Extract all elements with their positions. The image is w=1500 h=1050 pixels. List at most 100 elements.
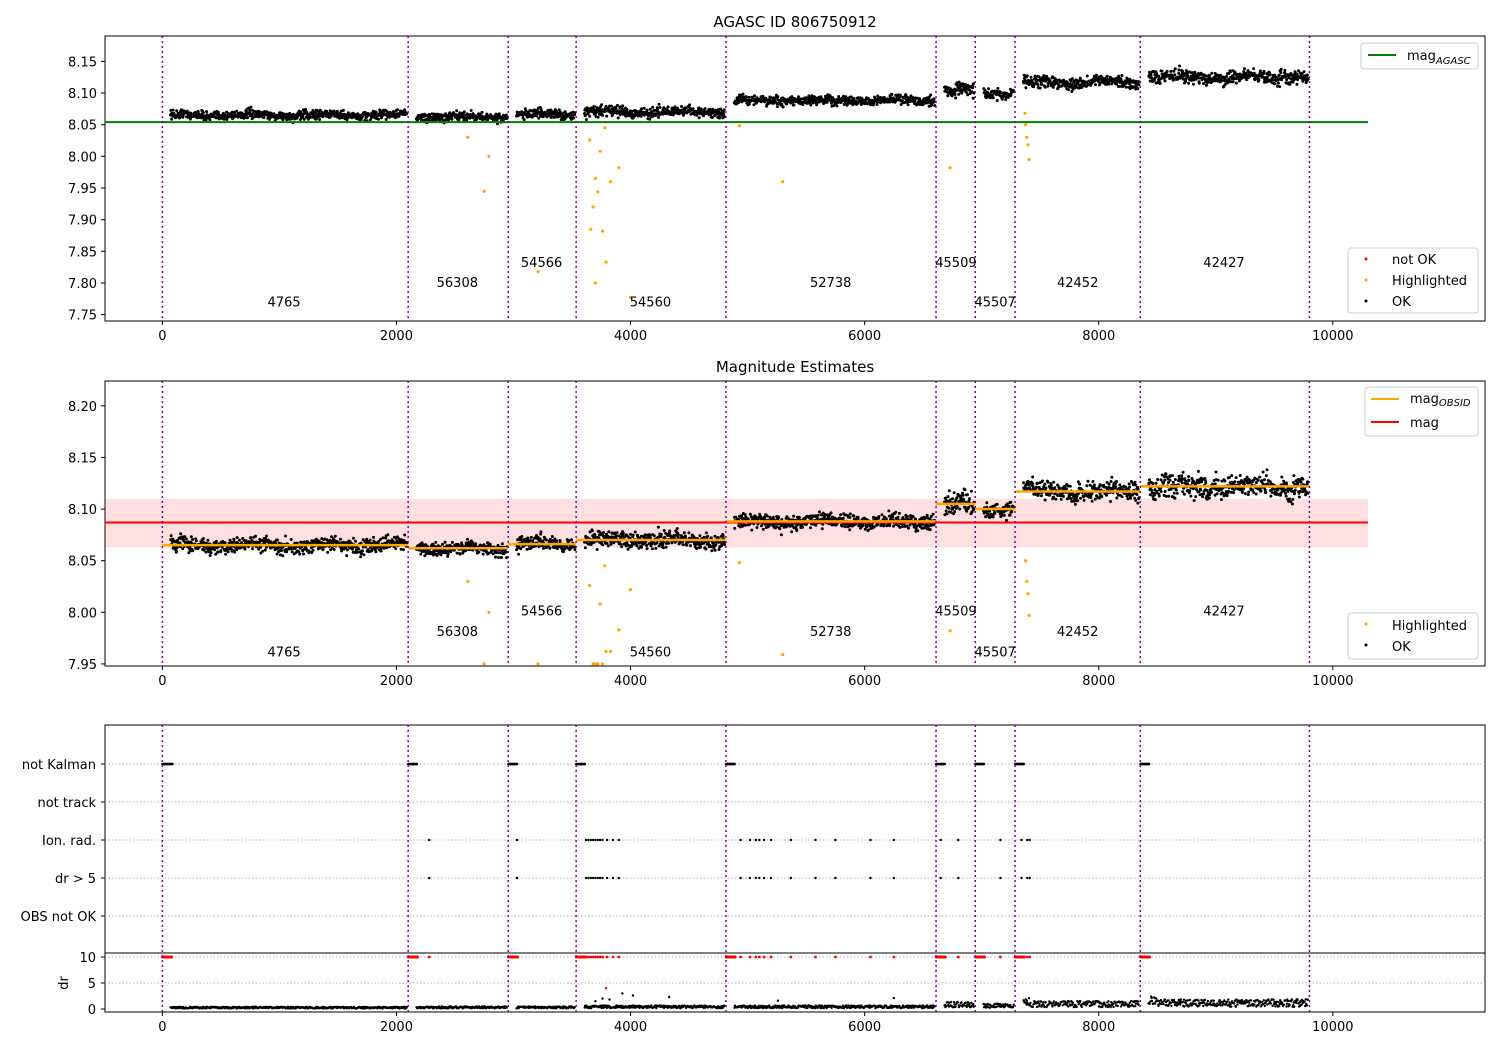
mag-ok-point: [504, 550, 508, 554]
agasc-ok-point: [201, 111, 205, 115]
agasc-ok-point: [1071, 77, 1074, 81]
agasc-ok-point: [657, 115, 660, 119]
agasc-ok-point: [991, 96, 995, 100]
agasc-ok-point: [954, 96, 958, 100]
mag-ok-point: [887, 509, 891, 513]
mag-ok-point: [967, 506, 970, 509]
mag-ok-point: [219, 549, 223, 553]
agasc-ok-point: [781, 105, 785, 109]
mag-ok-point: [289, 538, 293, 541]
panel-agasc: AGASC ID 806750912 476556308545665456052…: [68, 13, 1486, 344]
mag-ok-point: [214, 539, 218, 543]
mag-ok-point: [179, 532, 183, 536]
mag-ok-point: [402, 548, 405, 552]
agasc-ok-point: [611, 112, 614, 116]
mag-ok-point: [969, 489, 973, 493]
mag-ok-point: [656, 525, 660, 529]
agasc-ok-point: [680, 105, 683, 108]
mag-ok-point: [861, 524, 865, 527]
mag-ok-point: [955, 505, 959, 509]
mag-ok-point: [224, 552, 228, 556]
agasc-ok-point: [1302, 70, 1306, 74]
agasc-obsid-label: 54560: [630, 295, 671, 310]
agasc-ok-point: [170, 117, 174, 121]
agasc-ytick-label: 8.00: [68, 150, 97, 165]
mag-ok-point: [790, 530, 794, 534]
agasc-ok-point: [1283, 68, 1287, 72]
mag-ok-point: [441, 542, 444, 546]
mag-ok-point: [667, 541, 671, 545]
mag-ok-point: [481, 552, 485, 556]
mag-ok-point: [682, 531, 686, 535]
mag-ok-point: [897, 511, 901, 515]
agasc-ok-point: [780, 102, 784, 106]
mag-ok-point: [856, 515, 860, 519]
agasc-ok-point: [971, 96, 975, 100]
agasc-ok-point: [438, 118, 442, 122]
agasc-ok-point: [797, 95, 800, 99]
agasc-highlighted-point: [598, 149, 602, 153]
agasc-ok-point: [396, 108, 400, 112]
mag-ok-point: [311, 548, 315, 552]
agasc-ok-point: [196, 109, 200, 113]
mag-ok-point: [795, 529, 799, 532]
agasc-ok-point: [971, 82, 975, 86]
mag-ok-point: [189, 535, 193, 539]
panel-agasc-plot-area: 4765563085456654560527384550945507424524…: [105, 36, 1368, 321]
mag-ok-point: [609, 542, 613, 546]
agasc-ok-point: [384, 118, 388, 121]
agasc-ok-point: [648, 117, 652, 121]
mag-ok-point: [968, 497, 971, 501]
agasc-ok-point: [175, 109, 179, 113]
agasc-ok-point: [957, 92, 961, 96]
mag-ok-point: [477, 550, 481, 554]
mag-ok-point: [544, 538, 548, 542]
agasc-ok-point: [318, 108, 322, 112]
mag-ok-point: [285, 550, 289, 554]
mag-ok-point: [184, 537, 188, 541]
agasc-ok-point: [813, 95, 817, 99]
agasc-highlighted-point: [609, 180, 613, 184]
agasc-ok-point: [1025, 74, 1029, 78]
agasc-xtick-label: 2000: [380, 329, 413, 344]
agasc-ok-point: [835, 104, 839, 108]
mag-ok-point: [368, 538, 372, 542]
agasc-ok-point: [847, 98, 851, 102]
mag-ok-point: [326, 550, 330, 554]
mag-ok-point: [201, 537, 205, 541]
mag-ok-point: [925, 513, 929, 517]
agasc-ok-point: [640, 107, 644, 111]
agasc-ok-point: [1268, 73, 1272, 77]
mag-ok-point: [615, 531, 619, 535]
agasc-ok-point: [616, 116, 620, 120]
mag-ok-point: [761, 527, 765, 531]
agasc-ok-point: [837, 95, 841, 98]
mag-ok-point: [573, 548, 577, 551]
agasc-ok-point: [537, 116, 541, 120]
mag-ok-point: [191, 549, 195, 553]
mag-ok-point: [450, 540, 454, 544]
mag-ok-point: [261, 549, 265, 553]
agasc-ok-point: [1277, 73, 1281, 77]
mag-ok-point: [710, 549, 714, 553]
agasc-ok-point: [1101, 76, 1105, 80]
mag-ok-point: [434, 540, 438, 544]
mag-ok-point: [684, 536, 688, 540]
agasc-obsid-label: 52738: [810, 276, 851, 291]
agasc-highlighted-point: [617, 166, 621, 170]
agasc-ok-point: [248, 110, 252, 114]
mag-ok-point: [947, 489, 951, 493]
panel-magnitude-title: Magnitude Estimates: [716, 358, 874, 376]
agasc-ok-point: [377, 117, 381, 121]
agasc-ok-point: [691, 107, 695, 111]
agasc-ok-point: [932, 97, 936, 101]
agasc-highlighted-point: [1024, 123, 1028, 127]
agasc-ok-point: [801, 103, 805, 106]
mag-ok-point: [645, 544, 649, 547]
mag-ok-point: [993, 511, 997, 515]
agasc-ok-point: [1181, 69, 1185, 73]
mag-ok-point: [590, 529, 594, 533]
agasc-ok-point: [666, 105, 670, 109]
mag-ok-point: [381, 536, 385, 540]
mag-ok-point: [223, 541, 227, 545]
